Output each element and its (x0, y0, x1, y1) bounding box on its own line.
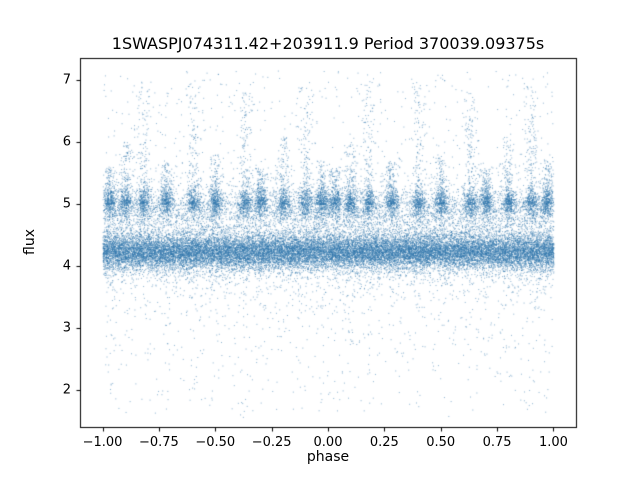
x-tick-label: −0.25 (251, 435, 292, 450)
y-tick-label: 6 (62, 134, 71, 150)
x-tick-label: −1.00 (82, 435, 123, 450)
y-tick-label: 7 (62, 72, 71, 88)
x-tick-label: −0.75 (138, 435, 179, 450)
y-tick-label: 4 (62, 258, 71, 274)
x-tick-label: −0.50 (195, 435, 236, 450)
y-axis-label: flux (22, 229, 38, 255)
x-tick-label: 0.75 (482, 435, 512, 450)
x-tick-label: 1.00 (538, 435, 568, 450)
y-tick-label: 3 (62, 320, 71, 336)
chart-title: 1SWASPJ074311.42+203911.9 Period 370039.… (111, 34, 545, 53)
y-tick-label: 2 (62, 382, 71, 398)
x-tick-label: 0.00 (313, 435, 343, 450)
x-axis-label: phase (306, 449, 350, 465)
x-tick-label: 0.50 (426, 435, 456, 450)
x-tick-label: 0.25 (369, 435, 399, 450)
y-tick-label: 5 (62, 196, 71, 212)
